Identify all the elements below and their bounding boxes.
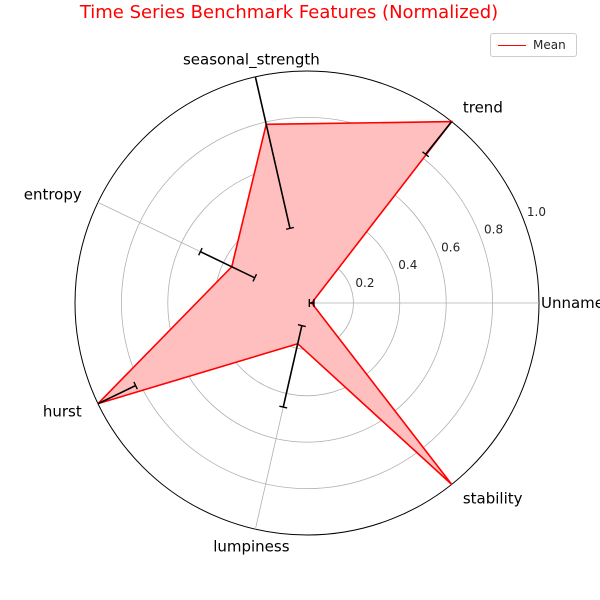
error-bar-cap: [297, 324, 306, 328]
legend-mean-line: [498, 45, 526, 46]
radial-tick-label: 0.2: [355, 276, 374, 290]
radial-tick-label: 0.8: [484, 223, 503, 237]
radial-tick-label: 0.6: [441, 240, 460, 254]
error-bar-cap: [422, 151, 430, 158]
error-bar: [200, 250, 256, 279]
error-bar-cap: [133, 381, 138, 390]
error-bars: [97, 76, 453, 409]
error-bar: [254, 76, 291, 229]
error-bar: [282, 325, 303, 408]
category-label: hurst: [43, 402, 82, 420]
error-bar-cap: [252, 273, 258, 282]
chart-title: Time Series Benchmark Features (Normaliz…: [79, 2, 498, 23]
error-bar-cap: [279, 405, 288, 409]
error-bar-cap: [198, 247, 203, 256]
category-label: Unnamed: 0: [541, 294, 600, 312]
radial-tick-label: 0.4: [398, 258, 417, 272]
data-layer: [97, 120, 454, 485]
axis-labels: 0.2 0.4 0.6 0.8 1.0 Unnamed: 0 trend seasonal_s…: [24, 50, 600, 555]
error-bar-cap: [285, 226, 295, 230]
series-fill-area: [97, 121, 452, 485]
legend-mean-label: Mean: [533, 38, 566, 52]
series-line: [97, 120, 454, 485]
category-label: lumpiness: [213, 538, 290, 556]
category-label: seasonal_strength: [183, 50, 320, 69]
category-label: trend: [463, 99, 503, 117]
category-label: stability: [463, 489, 523, 507]
category-label: entropy: [24, 186, 82, 204]
radial-tick-label: 1.0: [527, 205, 546, 219]
error-bar: [424, 121, 453, 155]
error-bar: [97, 384, 136, 405]
legend: Mean: [490, 33, 577, 57]
